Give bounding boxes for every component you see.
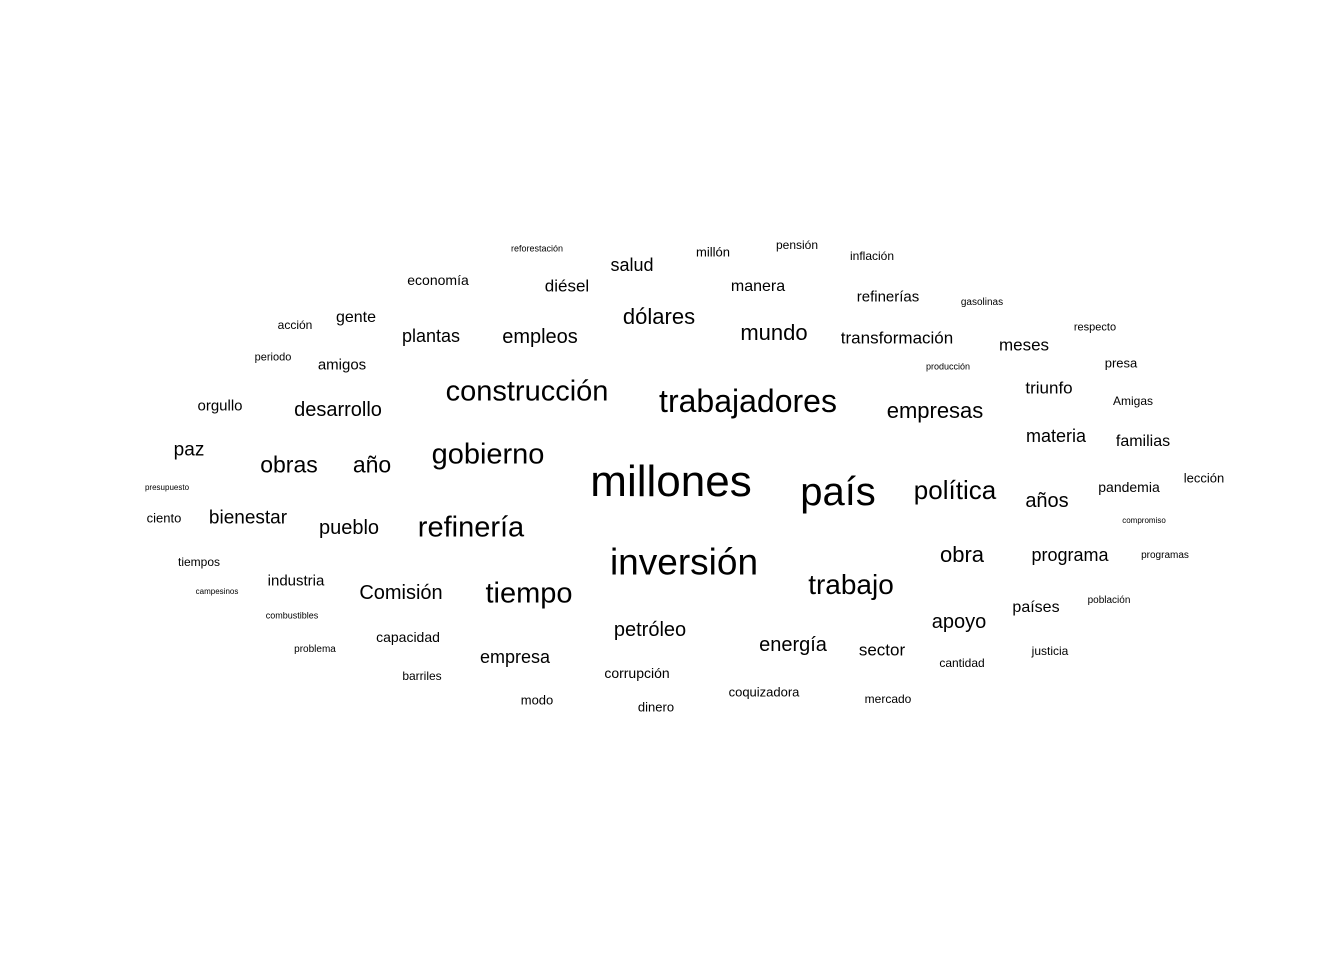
word-cloud-word: compromiso [1122, 516, 1166, 525]
word-cloud-word: empresa [479, 647, 551, 667]
word-cloud-word: petróleo [613, 619, 687, 641]
word-cloud-word: bienestar [208, 507, 288, 529]
word-cloud-word: paz [173, 439, 205, 461]
word-cloud-word: millones [590, 457, 752, 506]
word-cloud-word: construcción [445, 375, 609, 408]
word-cloud-word: año [352, 451, 392, 478]
word-cloud-word: diésel [544, 276, 590, 296]
word-cloud-word: capacidad [376, 629, 440, 645]
word-cloud-word: Amigas [1112, 394, 1154, 408]
word-cloud-word: campesinos [195, 587, 239, 596]
word-cloud-word: trabajo [808, 569, 894, 600]
word-cloud-word: economía [407, 272, 469, 288]
word-cloud-word: pensión [775, 238, 819, 252]
word-cloud-word: cantidad [939, 656, 985, 670]
word-cloud-word: respecto [1073, 321, 1117, 334]
word-cloud-word: meses [998, 335, 1050, 355]
word-cloud-word: orgullo [197, 397, 243, 415]
word-cloud-word: lección [1183, 470, 1225, 486]
word-cloud-word: inflación [849, 249, 895, 263]
word-cloud-word: obras [260, 451, 318, 478]
word-cloud-word: mercado [864, 692, 912, 706]
word-cloud-word: sector [858, 640, 906, 660]
word-cloud-word: triunfo [1025, 378, 1073, 398]
word-cloud-word: refinería [417, 511, 525, 544]
word-cloud-word: tiempo [485, 577, 573, 610]
word-cloud-word: industria [267, 572, 325, 590]
word-cloud-word: Comisión [359, 582, 443, 604]
word-cloud-word: desarrollo [294, 399, 382, 421]
word-cloud-word: dinero [637, 699, 675, 715]
word-cloud-word: acción [277, 318, 313, 332]
word-cloud-word: gasolinas [960, 297, 1004, 308]
word-cloud-word: dólares [622, 304, 696, 329]
word-cloud-word: familias [1115, 433, 1171, 450]
word-cloud-word: justicia [1031, 644, 1069, 658]
word-cloud-word: refinerías [856, 288, 920, 306]
word-cloud-word: salud [610, 255, 654, 275]
word-cloud-word: tiempos [177, 555, 221, 569]
word-cloud-word: pueblo [318, 517, 380, 539]
word-cloud-word: materia [1025, 426, 1087, 446]
word-cloud-word: gobierno [431, 438, 545, 471]
word-cloud-word: política [913, 475, 997, 505]
word-cloud-word: trabajadores [659, 383, 837, 419]
word-cloud-word: país [800, 470, 876, 514]
word-cloud-word: gente [335, 309, 377, 326]
word-cloud-word: países [1012, 599, 1060, 616]
word-cloud-word: programa [1031, 545, 1109, 565]
word-cloud-word: periodo [254, 351, 292, 364]
word-cloud-word: transformación [840, 328, 954, 348]
word-cloud-word: corrupción [604, 665, 670, 681]
word-cloud-word: plantas [401, 326, 461, 346]
word-cloud-word: programas [1141, 550, 1189, 561]
word-cloud-word: reforestación [510, 243, 564, 254]
word-cloud-word: manera [730, 278, 786, 295]
word-cloud-word: energía [759, 634, 827, 656]
word-cloud-word: inversión [609, 541, 759, 583]
word-cloud-word: millón [696, 244, 730, 260]
word-cloud-word: empresas [886, 398, 984, 423]
word-cloud-word: producción [925, 361, 971, 372]
word-cloud-word: coquizadora [728, 684, 800, 700]
word-cloud-word: presupuesto [144, 483, 190, 492]
word-cloud-word: ciento [146, 510, 182, 526]
word-cloud-word: mundo [740, 320, 808, 345]
word-cloud-word: empleos [502, 326, 578, 348]
word-cloud-word: población [1087, 595, 1131, 606]
word-cloud-word: modo [520, 692, 554, 708]
word-cloud-word: presa [1104, 355, 1138, 371]
word-cloud-word: combustibles [265, 610, 319, 621]
word-cloud-word: barriles [402, 669, 442, 683]
word-cloud-word: amigos [317, 356, 367, 374]
word-cloud-word: apoyo [931, 611, 987, 633]
word-cloud-word: obra [939, 542, 985, 567]
word-cloud-word: años [1025, 490, 1069, 512]
word-cloud-word: pandemia [1098, 479, 1160, 495]
word-cloud-word: problema [294, 644, 336, 655]
